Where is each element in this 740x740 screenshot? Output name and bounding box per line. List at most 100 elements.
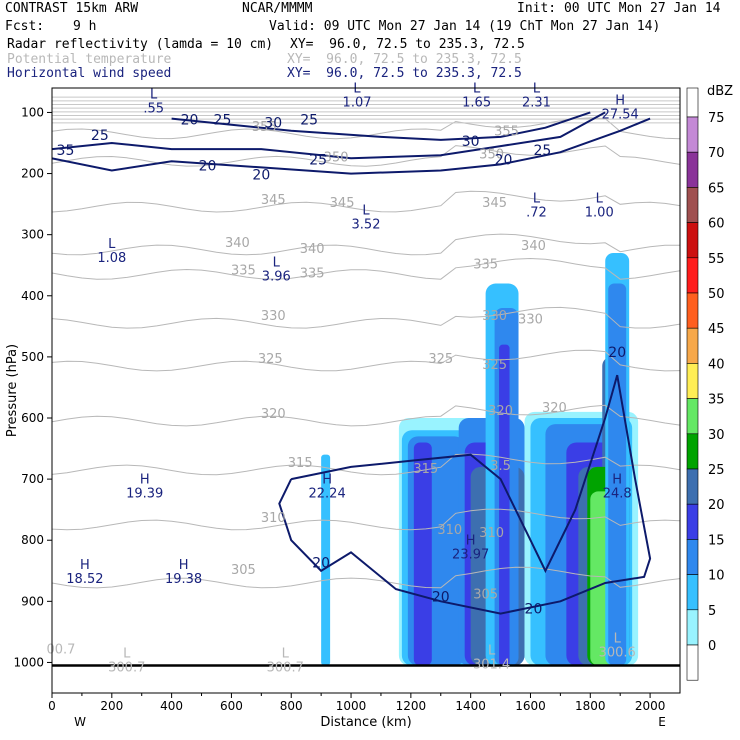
reflectivity-cell [499,344,510,666]
wind-contour-label: 25 [300,113,318,129]
theta-contour-label: 345 [482,196,507,211]
forecast-hour: 9 h [73,19,97,34]
theta-contour-label: 310 [261,511,286,526]
wind-contour-label: 20 [432,589,450,605]
extremum-value: 23.97 [452,548,489,563]
theta-contour-label: 305 [473,587,498,602]
wind-contour-label: 35 [57,143,75,159]
theta-contour-label: 340 [521,239,546,254]
wind-contour-line [52,111,606,160]
extremum-marker: H [80,558,90,573]
axes-layer: 100 200 300 400 500 600 700 800 900 1000 0 200 400 60… [5,105,666,730]
field-theta-name: Potential temperature [7,52,172,67]
colorbar-swatch [686,398,699,435]
x-tick-label: 0 [48,699,56,713]
theta-contour-line [52,145,680,167]
theta-contour-label: 330 [482,309,507,324]
wind-contour-layer [52,111,652,615]
theta-contour-label: 330 [261,309,286,324]
extremum-value: 18.52 [66,572,103,587]
wind-contour-label: 20 [312,556,330,572]
colorbar-tick-label: 65 [708,181,725,196]
theta-contour-label: 335 [231,263,256,278]
colorbar-tick-label: 30 [708,428,725,443]
theta-contour-line [52,404,680,427]
x-end-label-east: E [658,715,666,729]
theta-contour-label: 315 [288,456,313,471]
x-tick-label: 1600 [515,699,546,713]
plot-frame [51,87,681,694]
colorbar-tick-label: 50 [708,287,725,302]
x-tick-label: 1400 [455,699,486,713]
extremum-value: 1.07 [343,95,372,110]
forecast-label: Fcst: [5,19,45,34]
extremum-marker: L [473,81,481,96]
extremum-value: 3.52 [352,218,381,233]
theta-contour-label: 315 [413,462,438,477]
colorbar-swatch [686,433,699,470]
theta-contour-label: 335 [300,266,325,281]
theta-contour-line [52,508,680,531]
wind-contour-label: 30 [264,116,282,132]
colorbar-tick-label: 40 [708,357,725,372]
theta-contour-line [52,566,680,589]
extremum-marker: L [488,644,496,659]
extremum-value: 00.7 [46,642,75,657]
theta-contour-label: 335 [473,257,498,272]
extremum-value: 300.6 [599,645,636,660]
theta-contour-label: 350 [324,150,349,165]
theta-contour-label: 340 [300,242,325,257]
extremum-marker: H [140,472,150,487]
colorbar-cap [686,87,699,118]
x-tick-label: 200 [100,699,123,713]
extremum-value: 300.7 [108,661,145,676]
field-reflectivity-xy: XY= 96.0, 72.5 to 235.3, 72.5 [290,37,525,52]
colorbar-tick-label: 75 [708,111,725,126]
extremum-marker: L [596,191,604,206]
reflectivity-fill-layer [52,253,680,667]
colorbar-swatch [686,151,699,188]
wind-contour-label: 20 [495,152,513,168]
y-tick-label: 1000 [13,655,44,669]
colorbar-swatch [686,187,699,223]
x-tick-label: 800 [280,699,303,713]
org-label: NCAR/MMMM [242,1,313,16]
x-axis-title: Distance (km) [320,715,411,730]
y-tick-label: 500 [21,350,44,364]
theta-contour-label: 355 [252,120,277,135]
y-tick-label: 400 [21,289,44,303]
wind-contour-label: 25 [214,113,232,129]
extremum-marker: L [353,81,361,96]
y-tick-label: 900 [21,594,44,608]
colorbar-swatch [686,644,699,681]
y-axis-title: Pressure (hPa) [5,344,20,437]
extremum-marker: L [150,87,158,102]
theta-contour-label: 305 [231,563,256,578]
y-tick-label: 100 [21,105,44,119]
theta-contour-label: 3.5 [490,459,511,474]
x-tick-label: 1800 [575,699,606,713]
theta-contour-label: 325 [482,358,507,373]
colorbar-tick-label: 45 [708,322,725,337]
wind-contour-label: 25 [534,143,552,159]
wind-contour-line [278,374,652,615]
theta-contour-label: 355 [494,125,519,140]
wind-contour-label: 20 [252,168,270,184]
colorbar-tick-label: 20 [708,498,725,513]
extremum-marker: L [614,631,622,646]
extremum-value: 1.65 [462,95,491,110]
colorbar-tick-label: 10 [708,569,725,584]
y-tick-label: 600 [21,411,44,425]
extremum-marker: H [179,558,189,573]
theta-contour-label: 340 [225,236,250,251]
extremum-marker: L [273,256,281,271]
y-tick-label: 800 [21,533,44,547]
extremum-marker: L [282,647,290,662]
theta-contour-label: 330 [518,312,543,327]
wind-contour-line [171,111,591,141]
extremum-value: 300.7 [267,661,304,676]
colorbar-swatch [686,257,699,294]
wind-contour-label: 25 [91,128,109,144]
